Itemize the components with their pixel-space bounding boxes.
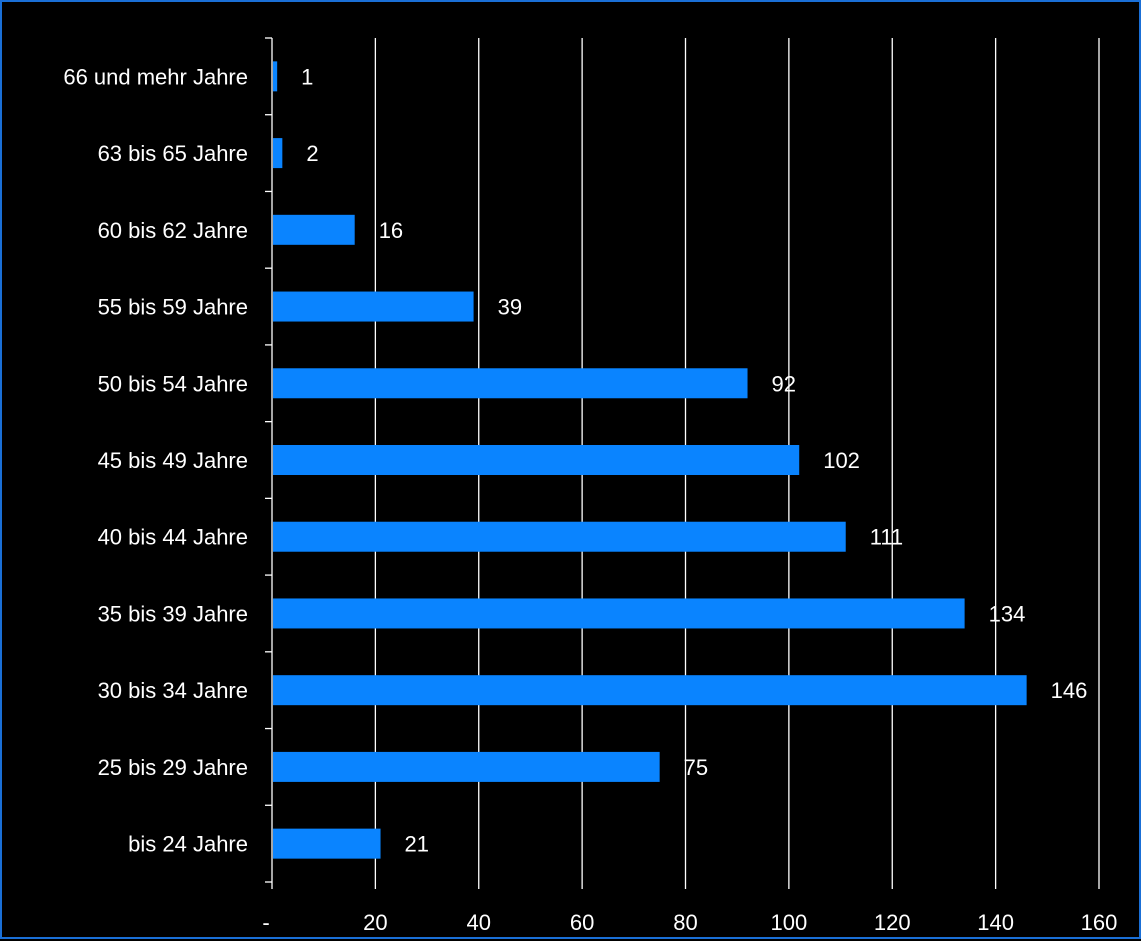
data-label: 92 bbox=[772, 371, 796, 396]
bar bbox=[273, 445, 800, 475]
x-tick-label: 40 bbox=[467, 910, 491, 935]
bar bbox=[273, 598, 965, 629]
category-label: 30 bis 34 Jahre bbox=[98, 678, 248, 703]
data-label: 134 bbox=[989, 601, 1026, 626]
category-label: 60 bis 62 Jahre bbox=[98, 218, 248, 243]
data-label: 2 bbox=[306, 141, 318, 166]
bar bbox=[273, 751, 660, 782]
category-label: 45 bis 49 Jahre bbox=[98, 448, 248, 473]
data-label: 146 bbox=[1051, 678, 1088, 703]
bar bbox=[273, 138, 283, 169]
x-tick-label: 140 bbox=[977, 910, 1014, 935]
x-tick-label: - bbox=[262, 910, 269, 935]
data-label: 75 bbox=[684, 755, 708, 780]
category-label: 25 bis 29 Jahre bbox=[98, 755, 248, 780]
category-label: bis 24 Jahre bbox=[128, 832, 248, 857]
category-label: 35 bis 39 Jahre bbox=[98, 601, 248, 626]
x-tick-label: 80 bbox=[673, 910, 697, 935]
x-tick-label: 60 bbox=[570, 910, 594, 935]
category-label: 55 bis 59 Jahre bbox=[98, 295, 248, 320]
category-label: 66 und mehr Jahre bbox=[63, 64, 248, 89]
bars bbox=[273, 61, 1027, 859]
x-tick-label: 160 bbox=[1081, 910, 1118, 935]
bar bbox=[273, 61, 278, 92]
x-tick-label: 100 bbox=[771, 910, 808, 935]
data-label: 39 bbox=[498, 295, 522, 320]
bar bbox=[273, 828, 381, 859]
x-tick-label: 120 bbox=[874, 910, 911, 935]
bar bbox=[273, 368, 748, 399]
x-tick-label: 20 bbox=[363, 910, 387, 935]
data-label: 102 bbox=[823, 448, 860, 473]
axes bbox=[265, 37, 1100, 889]
bar bbox=[273, 521, 846, 552]
data-label: 21 bbox=[405, 832, 429, 857]
bar bbox=[273, 214, 355, 245]
bar bbox=[273, 291, 474, 322]
data-label: 111 bbox=[870, 525, 903, 550]
category-label: 40 bis 44 Jahre bbox=[98, 525, 248, 550]
data-label: 1 bbox=[301, 64, 313, 89]
category-label: 50 bis 54 Jahre bbox=[98, 371, 248, 396]
data-label: 16 bbox=[379, 218, 403, 243]
bar bbox=[273, 675, 1027, 706]
category-label: 63 bis 65 Jahre bbox=[98, 141, 248, 166]
